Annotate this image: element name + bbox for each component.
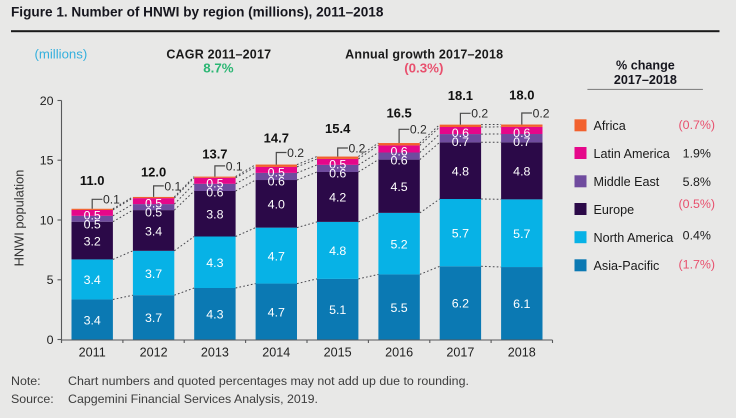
svg-text:0.6: 0.6 [268, 175, 285, 189]
svg-text:4.8: 4.8 [329, 244, 346, 258]
svg-text:5.7: 5.7 [452, 227, 469, 241]
svg-text:0.5: 0.5 [145, 206, 162, 220]
svg-text:Latin America: Latin America [594, 147, 670, 161]
svg-text:1.9%: 1.9% [683, 146, 711, 160]
svg-text:0.5: 0.5 [268, 166, 285, 180]
svg-text:4.8: 4.8 [513, 165, 530, 179]
svg-text:Note:: Note: [11, 374, 41, 388]
svg-text:0.7: 0.7 [513, 135, 530, 149]
svg-text:4.2: 4.2 [329, 191, 346, 205]
svg-text:Europe: Europe [594, 203, 635, 217]
svg-text:(0.7%): (0.7%) [679, 118, 716, 132]
svg-text:HNWI population: HNWI population [12, 170, 27, 267]
svg-text:18.1: 18.1 [448, 88, 473, 103]
svg-text:0.5: 0.5 [206, 176, 223, 190]
svg-text:4.8: 4.8 [452, 165, 469, 179]
svg-text:3.4: 3.4 [84, 313, 101, 327]
svg-text:0.5: 0.5 [84, 209, 101, 223]
svg-text:0.7: 0.7 [452, 135, 469, 149]
svg-text:6.2: 6.2 [452, 297, 469, 311]
svg-text:5.8%: 5.8% [683, 175, 711, 189]
svg-text:(millions): (millions) [35, 47, 88, 62]
svg-text:18.0: 18.0 [509, 88, 534, 103]
svg-text:0.6: 0.6 [513, 126, 530, 140]
svg-text:0.5: 0.5 [84, 218, 101, 232]
svg-text:Middle East: Middle East [594, 175, 660, 189]
svg-text:4.0: 4.0 [268, 198, 285, 212]
svg-text:0.2: 0.2 [349, 141, 366, 155]
svg-text:4.7: 4.7 [268, 249, 285, 263]
svg-text:0.1: 0.1 [226, 159, 243, 173]
svg-text:Asia-Pacific: Asia-Pacific [594, 259, 660, 273]
svg-text:11.0: 11.0 [80, 173, 105, 188]
svg-text:5.5: 5.5 [390, 301, 407, 315]
svg-text:3.4: 3.4 [84, 273, 101, 287]
svg-text:North America: North America [594, 231, 674, 245]
svg-text:5.7: 5.7 [513, 227, 530, 241]
svg-text:Africa: Africa [594, 119, 626, 133]
svg-text:0.6: 0.6 [329, 167, 346, 181]
svg-text:Figure 1. Number of HNWI by re: Figure 1. Number of HNWI by region (mill… [11, 4, 384, 19]
svg-text:0.2: 0.2 [533, 106, 550, 120]
svg-text:5.1: 5.1 [329, 303, 346, 317]
svg-text:0: 0 [47, 333, 54, 347]
svg-text:4.5: 4.5 [390, 180, 407, 194]
svg-text:2017: 2017 [446, 346, 474, 360]
svg-text:0.5: 0.5 [145, 197, 162, 211]
svg-text:0.6: 0.6 [452, 126, 469, 140]
svg-text:14.7: 14.7 [264, 130, 289, 145]
svg-text:Source:: Source: [11, 392, 54, 406]
svg-text:0.6: 0.6 [390, 154, 407, 168]
svg-text:12.0: 12.0 [141, 164, 166, 179]
svg-text:Capgemini Financial Services A: Capgemini Financial Services Analysis, 2… [68, 392, 318, 406]
svg-text:5.2: 5.2 [390, 237, 407, 251]
svg-text:20: 20 [40, 94, 54, 108]
svg-text:3.2: 3.2 [84, 234, 101, 248]
svg-text:(0.3%): (0.3%) [404, 60, 443, 75]
svg-text:0.2: 0.2 [287, 146, 304, 160]
svg-text:0.1: 0.1 [164, 179, 181, 193]
svg-text:2015: 2015 [324, 346, 352, 360]
svg-text:3.8: 3.8 [206, 208, 223, 222]
svg-text:0.4%: 0.4% [683, 229, 711, 243]
svg-text:Chart numbers and quoted perce: Chart numbers and quoted percentages may… [68, 374, 469, 388]
svg-text:0.6: 0.6 [206, 185, 223, 199]
svg-text:3.4: 3.4 [145, 224, 162, 238]
svg-text:10: 10 [40, 213, 54, 227]
svg-text:Annual growth 2017–2018: Annual growth 2017–2018 [345, 47, 503, 61]
svg-text:(0.5%): (0.5%) [679, 197, 716, 211]
svg-text:(1.7%): (1.7%) [679, 258, 716, 272]
svg-text:2017–2018: 2017–2018 [614, 73, 677, 87]
svg-text:2016: 2016 [385, 346, 413, 360]
svg-text:0.2: 0.2 [410, 123, 427, 137]
svg-text:4.3: 4.3 [206, 256, 223, 270]
svg-text:0.6: 0.6 [390, 145, 407, 159]
svg-text:5: 5 [47, 273, 54, 287]
svg-text:0.2: 0.2 [471, 107, 488, 121]
svg-text:2012: 2012 [140, 346, 168, 360]
svg-text:2014: 2014 [262, 346, 290, 360]
svg-text:0.1: 0.1 [103, 193, 120, 207]
svg-text:6.1: 6.1 [513, 297, 530, 311]
svg-text:0.5: 0.5 [329, 158, 346, 172]
svg-text:2013: 2013 [201, 346, 229, 360]
svg-text:3.7: 3.7 [145, 311, 162, 325]
svg-text:2018: 2018 [508, 346, 536, 360]
svg-text:CAGR 2011–2017: CAGR 2011–2017 [166, 47, 271, 61]
svg-text:15.4: 15.4 [325, 121, 351, 136]
svg-text:4.3: 4.3 [206, 308, 223, 322]
svg-text:13.7: 13.7 [202, 146, 227, 161]
svg-text:3.7: 3.7 [145, 267, 162, 281]
svg-text:15: 15 [40, 154, 54, 168]
svg-text:% change: % change [616, 58, 675, 72]
svg-text:2011: 2011 [79, 346, 106, 360]
svg-text:8.7%: 8.7% [203, 60, 233, 75]
svg-text:4.7: 4.7 [268, 305, 285, 319]
svg-text:16.5: 16.5 [386, 105, 411, 120]
